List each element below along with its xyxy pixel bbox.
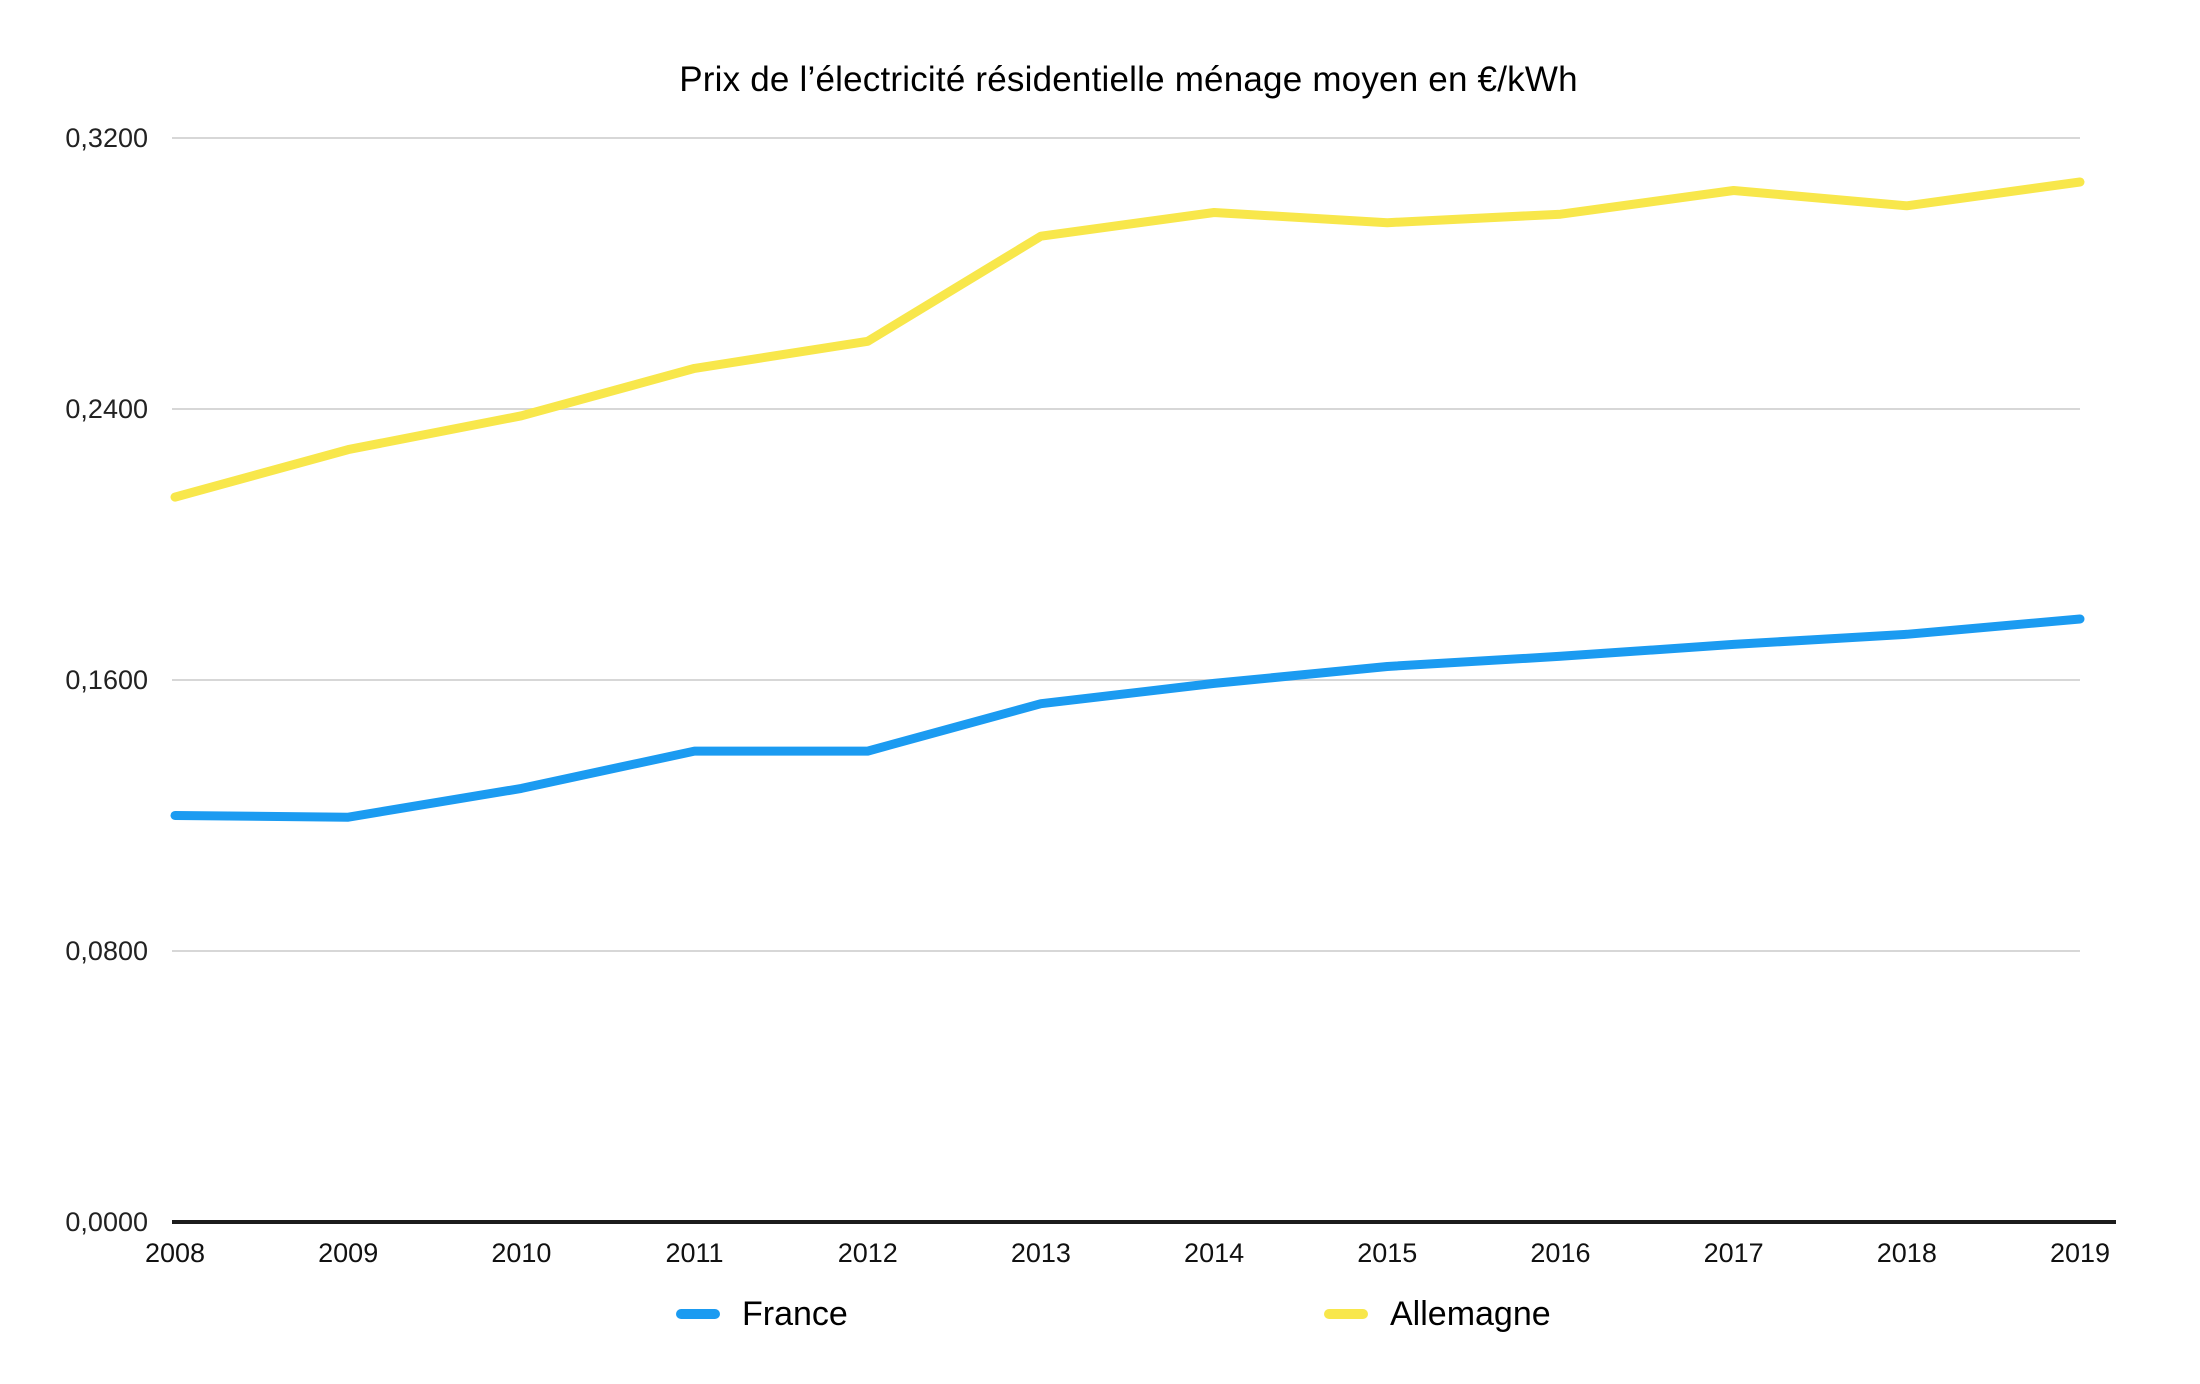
x-axis-tick-labels: 2008 2009 2010 2011 2012 2013 2014 2015 2016 2017… (145, 1238, 2110, 1268)
x-tick-label: 2015 (1357, 1238, 1417, 1268)
y-axis-tick-labels: 0,3200 0,2400 0,1600 0,0800 0,0000 (65, 123, 148, 1237)
x-tick-label: 2013 (1011, 1238, 1071, 1268)
y-tick-label: 0,0800 (65, 936, 148, 966)
gridlines (172, 137, 2080, 952)
legend: France Allemagne (0, 1290, 2200, 1350)
x-tick-label: 2008 (145, 1238, 205, 1268)
y-tick-label: 0,0000 (65, 1207, 148, 1237)
x-tick-label: 2014 (1184, 1238, 1244, 1268)
x-tick-label: 2016 (1530, 1238, 1590, 1268)
y-tick-label: 0,1600 (65, 665, 148, 695)
x-tick-label: 2012 (838, 1238, 898, 1268)
x-tick-label: 2018 (1877, 1238, 1937, 1268)
y-tick-label: 0,3200 (65, 123, 148, 153)
series-line-france (170, 614, 2085, 822)
x-tick-label: 2010 (491, 1238, 551, 1268)
allemagne-series-label: Allemagne (1390, 1294, 1551, 1333)
france-series-swatch (676, 1309, 720, 1319)
allemagne-series-swatch (1324, 1309, 1368, 1319)
y-tick-label: 0,2400 (65, 394, 148, 424)
x-tick-label: 2019 (2050, 1238, 2110, 1268)
legend-item-allemagne: Allemagne (1324, 1290, 1551, 1338)
x-tick-label: 2009 (318, 1238, 378, 1268)
france-series-label: France (742, 1294, 848, 1333)
chart-title: Prix de l’électricité résidentielle ména… (679, 60, 1578, 99)
x-tick-label: 2011 (666, 1238, 724, 1268)
legend-item-france: France (676, 1290, 848, 1338)
series-line-allemagne (170, 177, 2085, 502)
x-tick-label: 2017 (1704, 1238, 1764, 1268)
